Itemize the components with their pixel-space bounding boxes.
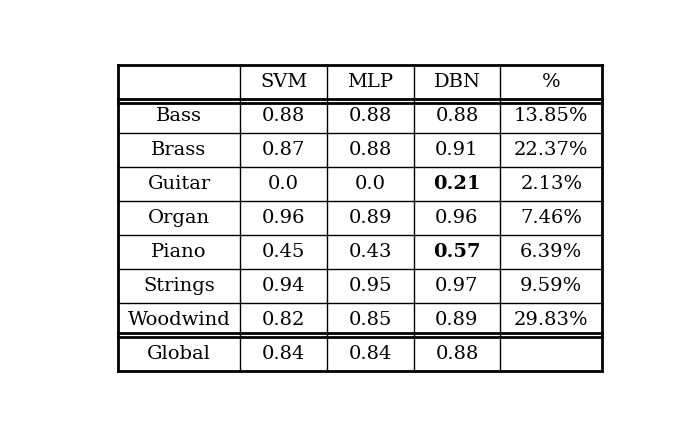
Text: Woodwind: Woodwind <box>128 311 230 329</box>
Text: Brass: Brass <box>151 141 207 159</box>
Text: DBN: DBN <box>433 73 480 91</box>
Text: 0.85: 0.85 <box>348 311 392 329</box>
Text: 0.96: 0.96 <box>262 209 305 227</box>
Text: 0.45: 0.45 <box>262 243 305 261</box>
Text: 0.95: 0.95 <box>348 277 392 295</box>
Text: Piano: Piano <box>151 243 207 261</box>
Text: 0.88: 0.88 <box>436 107 479 125</box>
Text: 0.97: 0.97 <box>436 277 479 295</box>
Text: 0.94: 0.94 <box>262 277 305 295</box>
Text: 0.57: 0.57 <box>433 243 481 261</box>
Text: Global: Global <box>147 345 211 363</box>
Text: 0.88: 0.88 <box>348 141 392 159</box>
Text: 0.89: 0.89 <box>436 311 479 329</box>
Text: 0.91: 0.91 <box>436 141 479 159</box>
Text: 2.13%: 2.13% <box>520 175 583 193</box>
Text: 0.0: 0.0 <box>354 175 386 193</box>
Text: SVM: SVM <box>260 73 307 91</box>
Text: 0.88: 0.88 <box>262 107 305 125</box>
Text: 7.46%: 7.46% <box>520 209 583 227</box>
Text: 6.39%: 6.39% <box>520 243 583 261</box>
Text: Guitar: Guitar <box>148 175 211 193</box>
Text: Strings: Strings <box>143 277 215 295</box>
Text: 22.37%: 22.37% <box>514 141 589 159</box>
Text: 0.89: 0.89 <box>348 209 392 227</box>
Text: 0.88: 0.88 <box>348 107 392 125</box>
Text: 0.82: 0.82 <box>262 311 305 329</box>
Text: 0.21: 0.21 <box>433 175 481 193</box>
Text: 0.43: 0.43 <box>348 243 392 261</box>
Text: Organ: Organ <box>148 209 210 227</box>
Text: %: % <box>542 73 561 91</box>
Text: 9.59%: 9.59% <box>520 277 583 295</box>
Text: 0.88: 0.88 <box>436 345 479 363</box>
Text: 0.84: 0.84 <box>348 345 392 363</box>
Text: Bass: Bass <box>156 107 202 125</box>
Text: 29.83%: 29.83% <box>514 311 589 329</box>
Text: 0.87: 0.87 <box>262 141 305 159</box>
Text: 0.96: 0.96 <box>436 209 479 227</box>
Text: 0.0: 0.0 <box>268 175 299 193</box>
Text: MLP: MLP <box>347 73 394 91</box>
Text: 13.85%: 13.85% <box>514 107 589 125</box>
Text: 0.84: 0.84 <box>262 345 305 363</box>
